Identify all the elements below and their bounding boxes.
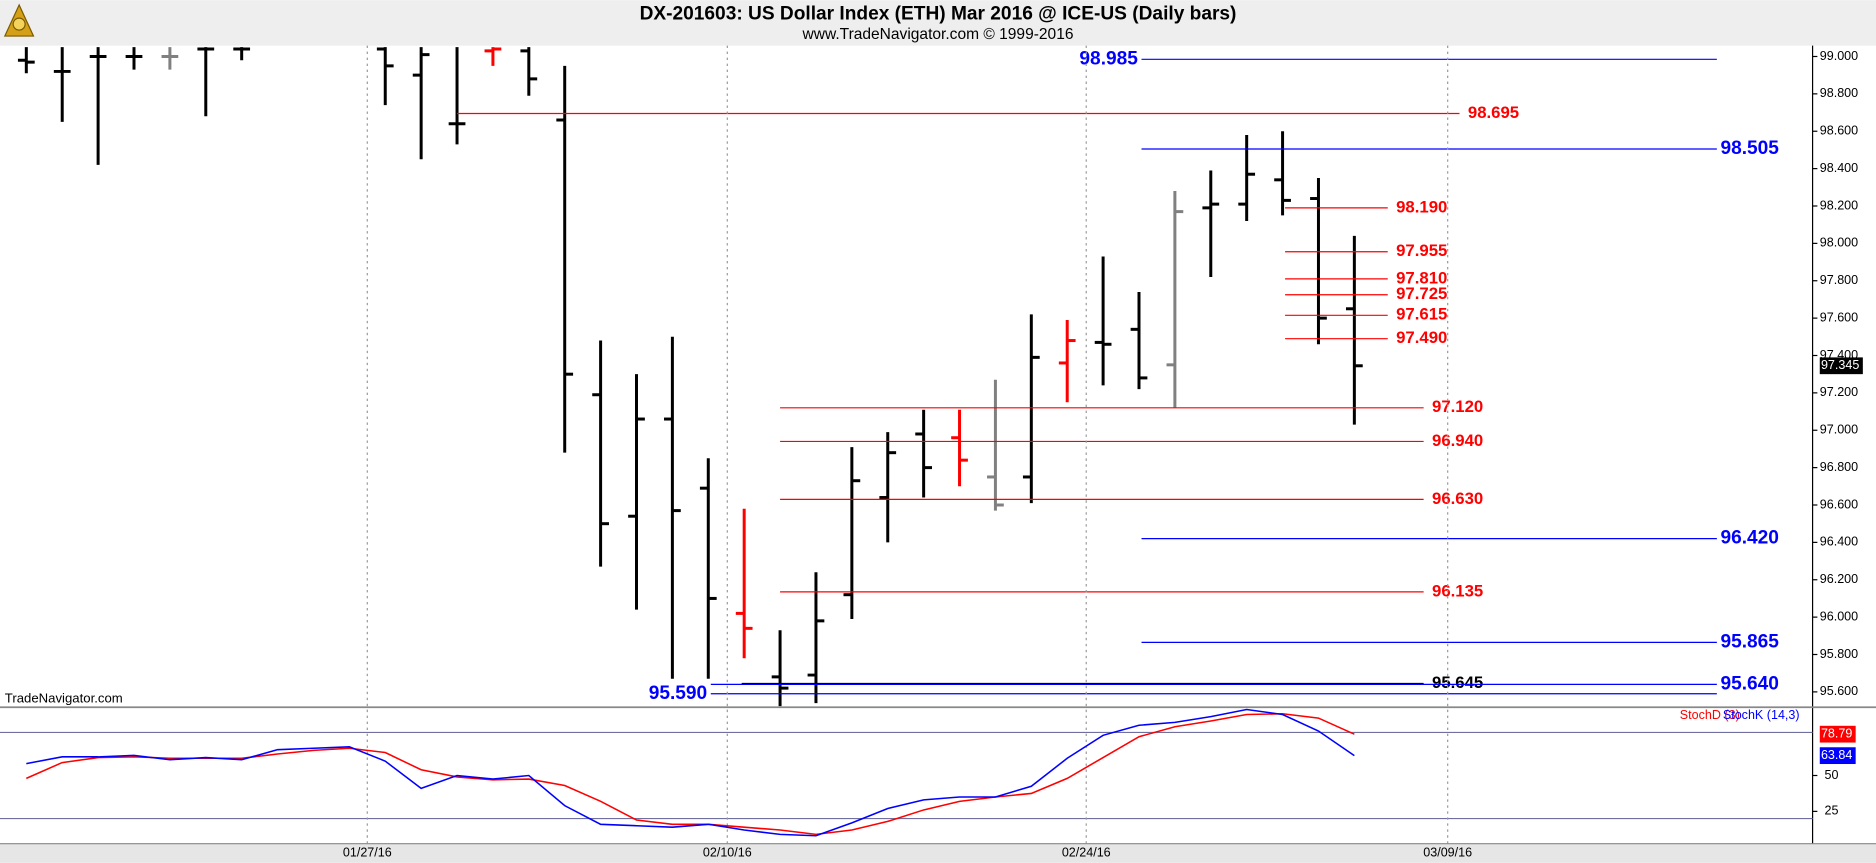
x-tick-label: 02/24/16 — [1062, 846, 1111, 860]
y-tick-label: 98.200 — [1820, 198, 1858, 212]
y-tick-label: 96.400 — [1820, 535, 1858, 549]
logo — [3, 3, 35, 37]
watermark: TradeNavigator.com — [5, 690, 123, 705]
level-label: 97.120 — [1432, 397, 1483, 416]
legend-entry: StochD (3) — [1680, 708, 1740, 722]
level-label: 95.590 — [649, 683, 707, 704]
x-tick-label: 02/10/16 — [703, 846, 752, 860]
last-value-label: 78.79 — [1821, 726, 1852, 740]
level-label: 97.490 — [1396, 328, 1447, 347]
y-tick-label: 99.000 — [1820, 49, 1858, 63]
y-tick-label: 96.000 — [1820, 609, 1858, 623]
level-label: 97.955 — [1396, 241, 1447, 260]
y-tick-label: 97.000 — [1820, 423, 1858, 437]
price-panel — [17, 47, 1363, 707]
y-tick-label: 97.800 — [1820, 273, 1858, 287]
last-price-box — [1819, 357, 1863, 375]
x-tick-label: 01/27/16 — [343, 846, 392, 860]
x-tick-label: 03/09/16 — [1423, 846, 1472, 860]
y-tick-label: 96.600 — [1820, 497, 1858, 511]
y-tick-label: 50 — [1825, 768, 1839, 782]
y-tick-label: 98.400 — [1820, 161, 1858, 175]
level-label: 98.985 — [1079, 48, 1138, 69]
stoch-line — [26, 708, 1355, 837]
last-price-label: 97.345 — [1821, 358, 1859, 372]
date-axis-bar — [0, 843, 1876, 863]
level-label: 95.640 — [1720, 673, 1779, 694]
level-label: 97.810 — [1396, 268, 1447, 287]
level-label: 96.420 — [1720, 528, 1779, 549]
chart-title: DX-201603: US Dollar Index (ETH) Mar 201… — [640, 4, 1237, 25]
header-bar — [0, 0, 1876, 46]
level-label: 96.630 — [1432, 489, 1483, 508]
level-label: 97.615 — [1396, 305, 1447, 324]
level-label: 97.725 — [1396, 284, 1447, 303]
y-tick-label: 95.600 — [1820, 684, 1858, 698]
y-tick-label: 97.600 — [1820, 310, 1858, 324]
y-tick-label: 98.000 — [1820, 236, 1858, 250]
level-label: 96.135 — [1432, 581, 1483, 600]
level-label: 96.940 — [1432, 431, 1483, 450]
chart-subtitle: www.TradeNavigator.com © 1999-2016 — [802, 26, 1074, 43]
y-tick-label: 96.800 — [1820, 460, 1858, 474]
y-tick-label: 97.200 — [1820, 385, 1858, 399]
legend-entry: StochK (14,3) — [1723, 708, 1800, 722]
level-label: 98.190 — [1396, 197, 1447, 216]
y-tick-label: 25 — [1825, 804, 1839, 818]
level-label: 98.695 — [1468, 103, 1519, 122]
level-label: 95.645 — [1432, 673, 1483, 692]
y-tick-label: 98.600 — [1820, 124, 1858, 138]
last-value-box — [1819, 747, 1856, 765]
level-label: 95.865 — [1720, 631, 1779, 652]
y-tick-label: 95.800 — [1820, 647, 1858, 661]
last-value-box — [1819, 725, 1856, 743]
y-tick-label: 98.800 — [1820, 86, 1858, 100]
level-label: 98.505 — [1720, 138, 1779, 159]
y-tick-label: 96.200 — [1820, 572, 1858, 586]
last-value-label: 63.84 — [1821, 748, 1852, 762]
